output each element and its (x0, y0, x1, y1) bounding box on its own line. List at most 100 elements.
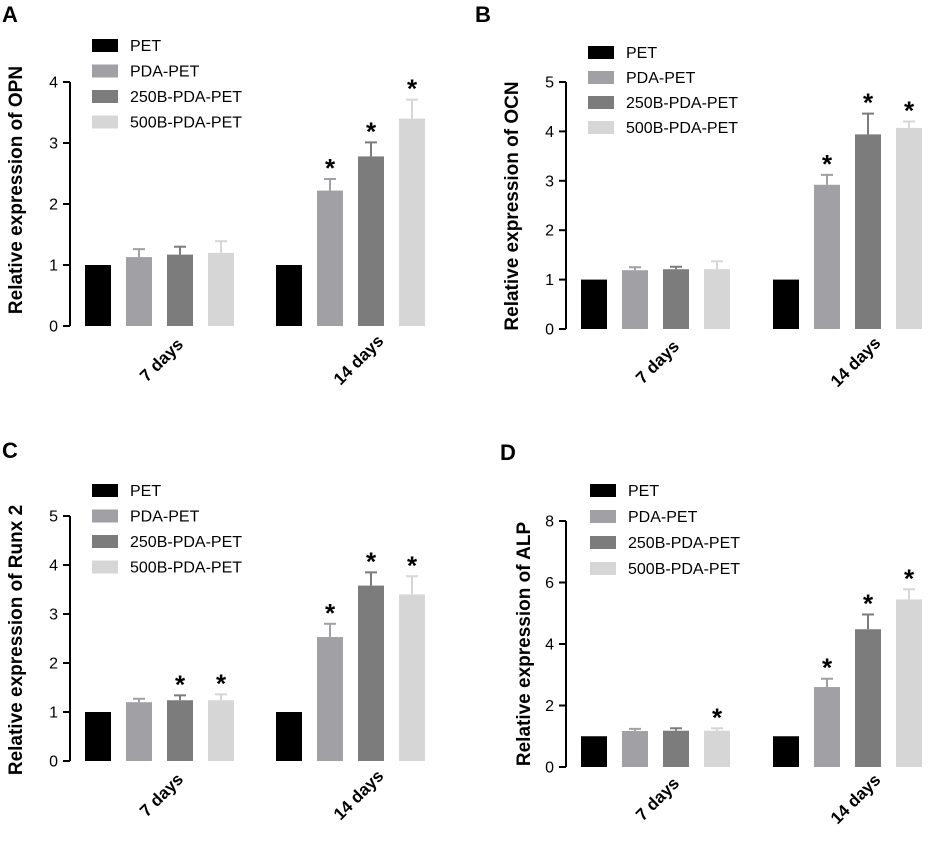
significance-marker: * (822, 653, 833, 683)
bar (85, 712, 111, 761)
y-tick-label: 4 (545, 637, 554, 654)
y-tick-label: 2 (49, 656, 58, 673)
legend-label: 500B-PDA-PET (130, 560, 242, 577)
y-tick-label: 0 (49, 319, 58, 336)
bar (126, 702, 152, 761)
bar (814, 184, 840, 329)
y-tick-label: 2 (545, 698, 554, 715)
y-axis-label: Relative expression of Runx 2 (6, 505, 27, 775)
significance-marker: * (904, 563, 915, 593)
legend-swatch (92, 39, 118, 52)
bar (704, 269, 730, 329)
y-tick-label: 0 (545, 760, 554, 777)
legend-swatch (92, 535, 118, 548)
x-category-label: 7 days (136, 770, 187, 821)
legend-swatch (588, 121, 614, 134)
bar (85, 265, 111, 326)
bar (622, 270, 648, 329)
legend-label: PDA-PET (130, 64, 200, 81)
legend-label: 500B-PDA-PET (130, 115, 242, 132)
y-axis-label: Relative expression of OCN (502, 81, 523, 330)
legend-swatch (590, 536, 616, 549)
legend-label: PET (628, 483, 659, 500)
legend-label: 500B-PDA-PET (626, 120, 738, 137)
significance-marker: * (407, 74, 418, 104)
bar (773, 736, 799, 767)
chart-panel-b: B Relative expression of OCN 0 1 2 3 4 5 PET PDA-… (475, 2, 922, 391)
legend-label: PET (130, 38, 161, 55)
significance-marker: * (325, 153, 336, 183)
legend-label: PET (130, 483, 161, 500)
bar (814, 687, 840, 767)
bar (896, 599, 922, 767)
significance-marker: * (863, 88, 874, 118)
significance-marker: * (407, 550, 418, 580)
y-tick-label: 1 (545, 272, 554, 289)
significance-marker: * (863, 588, 874, 618)
y-tick-label: 2 (545, 223, 554, 240)
chart-panel-c: C Relative expression of Runx 2 0 1 2 3 4 5 PET P… (2, 438, 425, 824)
bar (581, 279, 607, 329)
y-tick-label: 2 (49, 197, 58, 214)
y-tick-label: 0 (545, 322, 554, 339)
legend-swatch (92, 560, 118, 574)
legend-swatch (92, 484, 118, 497)
y-tick-label: 6 (545, 575, 554, 592)
significance-marker: * (216, 668, 227, 698)
legend-swatch (588, 96, 614, 109)
panel-letter: B (475, 2, 491, 27)
x-category-label: 7 days (632, 774, 683, 825)
significance-marker: * (904, 96, 915, 126)
significance-marker: * (366, 546, 377, 576)
x-category-label: 14 days (330, 766, 388, 824)
legend-swatch (590, 510, 616, 523)
y-tick-label: 4 (545, 124, 554, 141)
y-tick-label: 5 (545, 75, 554, 92)
legend-swatch (92, 509, 118, 523)
legend-label: PDA-PET (626, 70, 696, 87)
significance-marker: * (366, 116, 377, 146)
y-tick-label: 8 (545, 514, 554, 531)
legend-swatch (92, 90, 118, 103)
legend-label: PET (626, 45, 657, 62)
y-tick-label: 3 (49, 607, 58, 624)
legend-swatch (92, 64, 118, 78)
bar (208, 700, 234, 761)
y-tick-label: 3 (49, 136, 58, 153)
bar (358, 585, 384, 761)
bar (317, 637, 343, 761)
bar (663, 730, 689, 767)
bar (399, 594, 425, 761)
significance-marker: * (325, 598, 336, 628)
bar (399, 118, 425, 326)
chart-panel-a: A Relative expression of OPN 0 1 2 3 4 PET PDA-P… (2, 2, 425, 389)
y-tick-label: 1 (49, 705, 58, 722)
bar (896, 127, 922, 329)
bar (622, 731, 648, 767)
x-category-label: 14 days (827, 333, 885, 391)
y-tick-label: 4 (49, 75, 58, 92)
bar (581, 736, 607, 767)
bar (126, 257, 152, 326)
y-tick-label: 4 (49, 558, 58, 575)
legend-swatch (588, 46, 614, 59)
significance-marker: * (175, 669, 186, 699)
bar (663, 269, 689, 329)
y-axis-label: Relative expression of OPN (6, 66, 27, 314)
bar (317, 190, 343, 326)
bar (773, 279, 799, 329)
legend-label: 250B-PDA-PET (130, 534, 242, 551)
x-category-label: 14 days (827, 770, 885, 828)
y-tick-label: 0 (49, 754, 58, 771)
y-tick-label: 3 (545, 173, 554, 190)
panel-letter: A (2, 2, 18, 27)
chart-panel-d: D Relative expression of ALP 0 2 4 6 8 PET PDA-P… (500, 440, 922, 828)
bar (167, 254, 193, 326)
legend-swatch (92, 115, 118, 129)
bar (167, 700, 193, 761)
bar (855, 629, 881, 767)
legend-label: PDA-PET (130, 509, 200, 526)
bar (855, 134, 881, 329)
x-category-label: 7 days (632, 337, 683, 388)
